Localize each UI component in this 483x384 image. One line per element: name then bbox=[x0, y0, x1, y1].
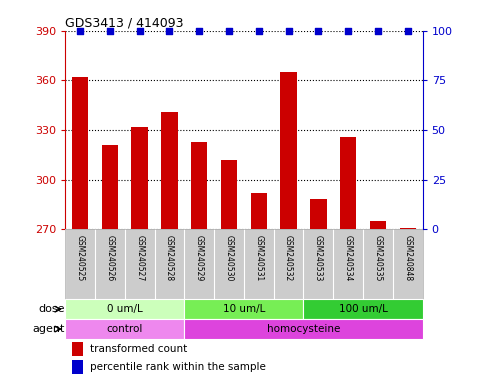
Bar bbox=[72, 360, 83, 374]
Bar bbox=[185, 319, 423, 339]
Bar bbox=[370, 221, 386, 229]
Text: GSM240525: GSM240525 bbox=[76, 235, 85, 281]
Text: GSM240848: GSM240848 bbox=[403, 235, 412, 281]
Text: 100 um/L: 100 um/L bbox=[339, 304, 387, 314]
Point bbox=[225, 28, 233, 34]
Point bbox=[285, 28, 293, 34]
Text: GSM240529: GSM240529 bbox=[195, 235, 204, 281]
Text: GSM240532: GSM240532 bbox=[284, 235, 293, 281]
Bar bbox=[399, 228, 416, 229]
Text: control: control bbox=[107, 324, 143, 334]
Bar bbox=[102, 145, 118, 229]
Text: GSM240530: GSM240530 bbox=[225, 235, 233, 281]
Bar bbox=[65, 299, 185, 319]
Point bbox=[195, 28, 203, 34]
Bar bbox=[310, 199, 327, 229]
Text: GSM240534: GSM240534 bbox=[344, 235, 353, 281]
Text: 0 um/L: 0 um/L bbox=[107, 304, 142, 314]
Text: GDS3413 / 414093: GDS3413 / 414093 bbox=[65, 17, 184, 30]
Bar bbox=[191, 142, 207, 229]
Bar bbox=[161, 112, 178, 229]
Text: GSM240527: GSM240527 bbox=[135, 235, 144, 281]
Text: GSM240535: GSM240535 bbox=[373, 235, 383, 281]
Text: GSM240533: GSM240533 bbox=[314, 235, 323, 281]
Text: 10 um/L: 10 um/L bbox=[223, 304, 265, 314]
Bar bbox=[65, 319, 185, 339]
Text: agent: agent bbox=[33, 324, 65, 334]
Bar bbox=[281, 72, 297, 229]
Point bbox=[106, 28, 114, 34]
Point bbox=[404, 28, 412, 34]
Bar bbox=[185, 299, 303, 319]
Point bbox=[314, 28, 322, 34]
Point bbox=[344, 28, 352, 34]
Text: GSM240526: GSM240526 bbox=[105, 235, 114, 281]
Text: GSM240528: GSM240528 bbox=[165, 235, 174, 281]
Bar bbox=[251, 193, 267, 229]
Point bbox=[136, 28, 143, 34]
Bar bbox=[303, 299, 423, 319]
Text: transformed count: transformed count bbox=[90, 344, 187, 354]
Point bbox=[255, 28, 263, 34]
Bar bbox=[340, 137, 356, 229]
Text: dose: dose bbox=[39, 304, 65, 314]
Bar bbox=[72, 77, 88, 229]
Point bbox=[76, 28, 84, 34]
Text: percentile rank within the sample: percentile rank within the sample bbox=[90, 362, 266, 372]
Bar bbox=[131, 127, 148, 229]
Point bbox=[374, 28, 382, 34]
Text: GSM240531: GSM240531 bbox=[255, 235, 263, 281]
Bar bbox=[221, 160, 237, 229]
Text: homocysteine: homocysteine bbox=[267, 324, 340, 334]
Bar bbox=[72, 342, 83, 356]
Point bbox=[166, 28, 173, 34]
